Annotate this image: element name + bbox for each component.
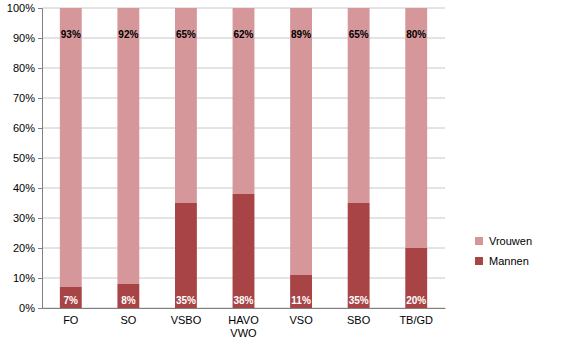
tick-label: HAVOVWO bbox=[228, 314, 259, 339]
bar bbox=[233, 194, 255, 308]
tick-mark bbox=[38, 38, 42, 39]
tick-label: 20% bbox=[13, 242, 35, 254]
data-labels: 7% 8% 35% 38% 11% 35% 20% 93% 92% 65% 62% 89% 65% 80% bbox=[61, 29, 427, 306]
tick: 80% bbox=[13, 62, 42, 74]
data-label: 93% bbox=[61, 29, 81, 40]
bar bbox=[60, 287, 82, 308]
chart: 0% 10% 20% 30% 40% 50% 60% 70% 80% 90% 100% FO SO VSB… bbox=[0, 0, 561, 346]
tick-label: 70% bbox=[13, 92, 35, 104]
x-axis: FO SO VSBO HAVOVWO VSO SBO TB/GD bbox=[43, 308, 446, 339]
data-label: 65% bbox=[176, 29, 196, 40]
data-label: 62% bbox=[233, 29, 253, 40]
legend-item: Mannen bbox=[475, 255, 529, 267]
data-label: 80% bbox=[406, 29, 426, 40]
tick: SBO bbox=[347, 308, 371, 326]
legend-swatch bbox=[475, 257, 483, 265]
tick-mark bbox=[38, 128, 42, 129]
tick-mark bbox=[38, 278, 42, 279]
data-label: 11% bbox=[291, 295, 311, 306]
tick-label: 60% bbox=[13, 122, 35, 134]
data-label: 35% bbox=[349, 295, 369, 306]
tick: 90% bbox=[13, 32, 42, 44]
tick: 100% bbox=[7, 2, 42, 14]
bar bbox=[290, 8, 312, 275]
plot: 0% 10% 20% 30% 40% 50% 60% 70% 80% 90% 100% FO SO VSB… bbox=[7, 2, 446, 339]
tick-label: 50% bbox=[13, 152, 35, 164]
data-label: 20% bbox=[406, 295, 426, 306]
tick-mark bbox=[38, 218, 42, 219]
tick: 60% bbox=[13, 122, 42, 134]
tick-mark bbox=[38, 248, 42, 249]
tick-mark bbox=[38, 68, 42, 69]
bar bbox=[117, 284, 139, 308]
tick: 30% bbox=[13, 212, 42, 224]
bars bbox=[60, 8, 427, 308]
bar bbox=[175, 203, 197, 308]
tick-label: VSBO bbox=[171, 314, 202, 326]
tick-mark bbox=[38, 158, 42, 159]
tick-label: TB/GD bbox=[399, 314, 433, 326]
tick: FO bbox=[63, 308, 79, 326]
tick-mark bbox=[38, 308, 42, 309]
tick-label: 0% bbox=[19, 302, 35, 314]
legend-label: Vrouwen bbox=[489, 235, 532, 247]
tick: 40% bbox=[13, 182, 42, 194]
tick: 50% bbox=[13, 152, 42, 164]
tick-label: 80% bbox=[13, 62, 35, 74]
tick: VSO bbox=[289, 308, 313, 326]
legend-item: Vrouwen bbox=[475, 235, 532, 247]
bar bbox=[405, 8, 427, 248]
legend: Vrouwen Mannen bbox=[475, 235, 532, 267]
tick-label: SBO bbox=[347, 314, 371, 326]
tick-label: VSO bbox=[289, 314, 313, 326]
bar bbox=[348, 203, 370, 308]
data-label: 65% bbox=[349, 29, 369, 40]
bar bbox=[233, 8, 255, 194]
tick-label: 30% bbox=[13, 212, 35, 224]
bar bbox=[348, 8, 370, 203]
bar bbox=[290, 275, 312, 308]
tick: HAVOVWO bbox=[228, 308, 259, 339]
bar bbox=[60, 8, 82, 287]
tick-mark bbox=[38, 8, 42, 9]
tick-label: 40% bbox=[13, 182, 35, 194]
data-label: 92% bbox=[118, 29, 138, 40]
data-label: 89% bbox=[291, 29, 311, 40]
bar bbox=[117, 8, 139, 284]
data-label: 7% bbox=[64, 295, 79, 306]
tick: SO bbox=[120, 308, 136, 326]
tick: TB/GD bbox=[399, 308, 433, 326]
tick: 0% bbox=[19, 302, 42, 314]
tick-mark bbox=[38, 98, 42, 99]
axis-line bbox=[43, 308, 446, 309]
tick: 70% bbox=[13, 92, 42, 104]
tick-label: 10% bbox=[13, 272, 35, 284]
tick-label: 90% bbox=[13, 32, 35, 44]
bar bbox=[175, 8, 197, 203]
tick-mark bbox=[38, 188, 42, 189]
grid bbox=[42, 8, 445, 308]
tick-label: SO bbox=[120, 314, 136, 326]
legend-swatch bbox=[475, 237, 483, 245]
data-label: 38% bbox=[233, 295, 253, 306]
legend-label: Mannen bbox=[489, 255, 529, 267]
data-label: 8% bbox=[121, 295, 136, 306]
tick-label: 100% bbox=[7, 2, 35, 14]
tick-label: FO bbox=[63, 314, 79, 326]
bar bbox=[405, 248, 427, 308]
data-label: 35% bbox=[176, 295, 196, 306]
tick: 10% bbox=[13, 272, 42, 284]
tick: 20% bbox=[13, 242, 42, 254]
y-axis: 0% 10% 20% 30% 40% 50% 60% 70% 80% 90% 100% bbox=[7, 2, 43, 314]
tick: VSBO bbox=[171, 308, 202, 326]
axis-line bbox=[38, 9, 43, 309]
